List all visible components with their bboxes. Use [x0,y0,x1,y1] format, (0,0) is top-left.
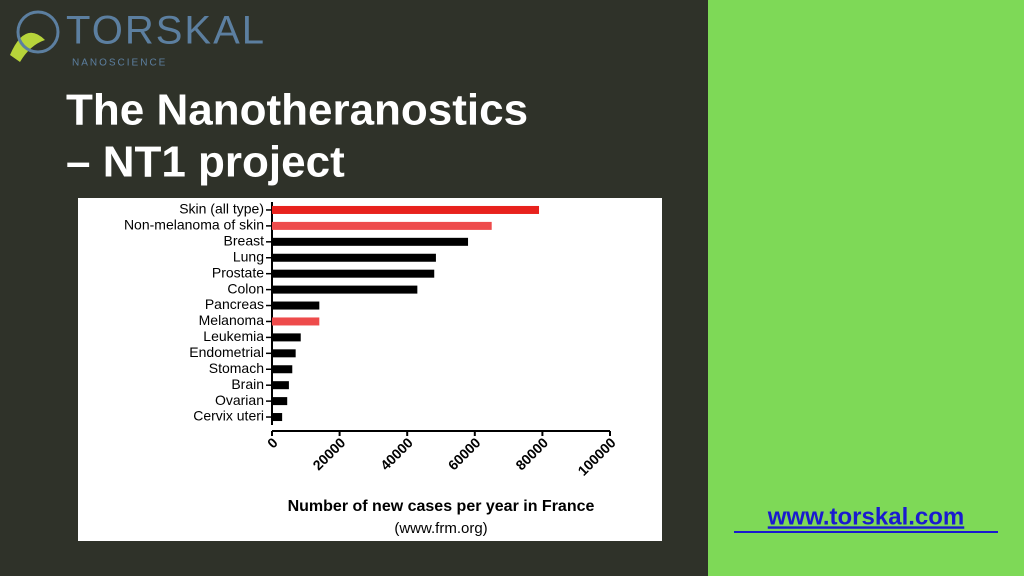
bar [272,301,320,310]
category-label: Endometrial [189,344,264,360]
category-label: Lung [233,248,264,264]
slide-title: The Nanotheranostics [66,86,528,135]
bar [272,317,320,326]
chart-background [78,198,662,541]
category-label: Brain [231,376,264,392]
bar [272,237,469,246]
bar [272,221,492,230]
bar [272,381,289,390]
slide-title: – NT1 project [66,138,345,187]
category-label: Pancreas [205,296,264,312]
category-label: Skin (all type) [179,201,264,217]
logo-ring [16,10,60,54]
bar [272,397,288,406]
bar [272,253,436,262]
category-label: Stomach [209,360,264,376]
bar [272,285,418,294]
category-label: Breast [224,233,265,249]
x-axis-title: Number of new cases per year in France [288,498,595,515]
website-link[interactable]: www.torskal.com [767,503,965,530]
category-label: Melanoma [199,312,265,328]
bar [272,413,283,422]
chart-source: (www.frm.org) [394,520,487,537]
bar [272,333,301,342]
green-panel [708,0,1024,576]
category-label: Ovarian [215,392,264,408]
logo-name: TORSKAL [66,9,266,53]
bar [272,205,540,214]
bar [272,349,296,358]
category-label: Leukemia [203,328,264,344]
bar [272,269,435,278]
category-label: Non-melanoma of skin [124,217,264,233]
category-label: Cervix uteri [193,408,264,424]
category-label: Colon [227,280,264,296]
bar [272,365,293,374]
category-label: Prostate [212,264,264,280]
logo-tagline: NANOSCIENCE [72,58,167,69]
